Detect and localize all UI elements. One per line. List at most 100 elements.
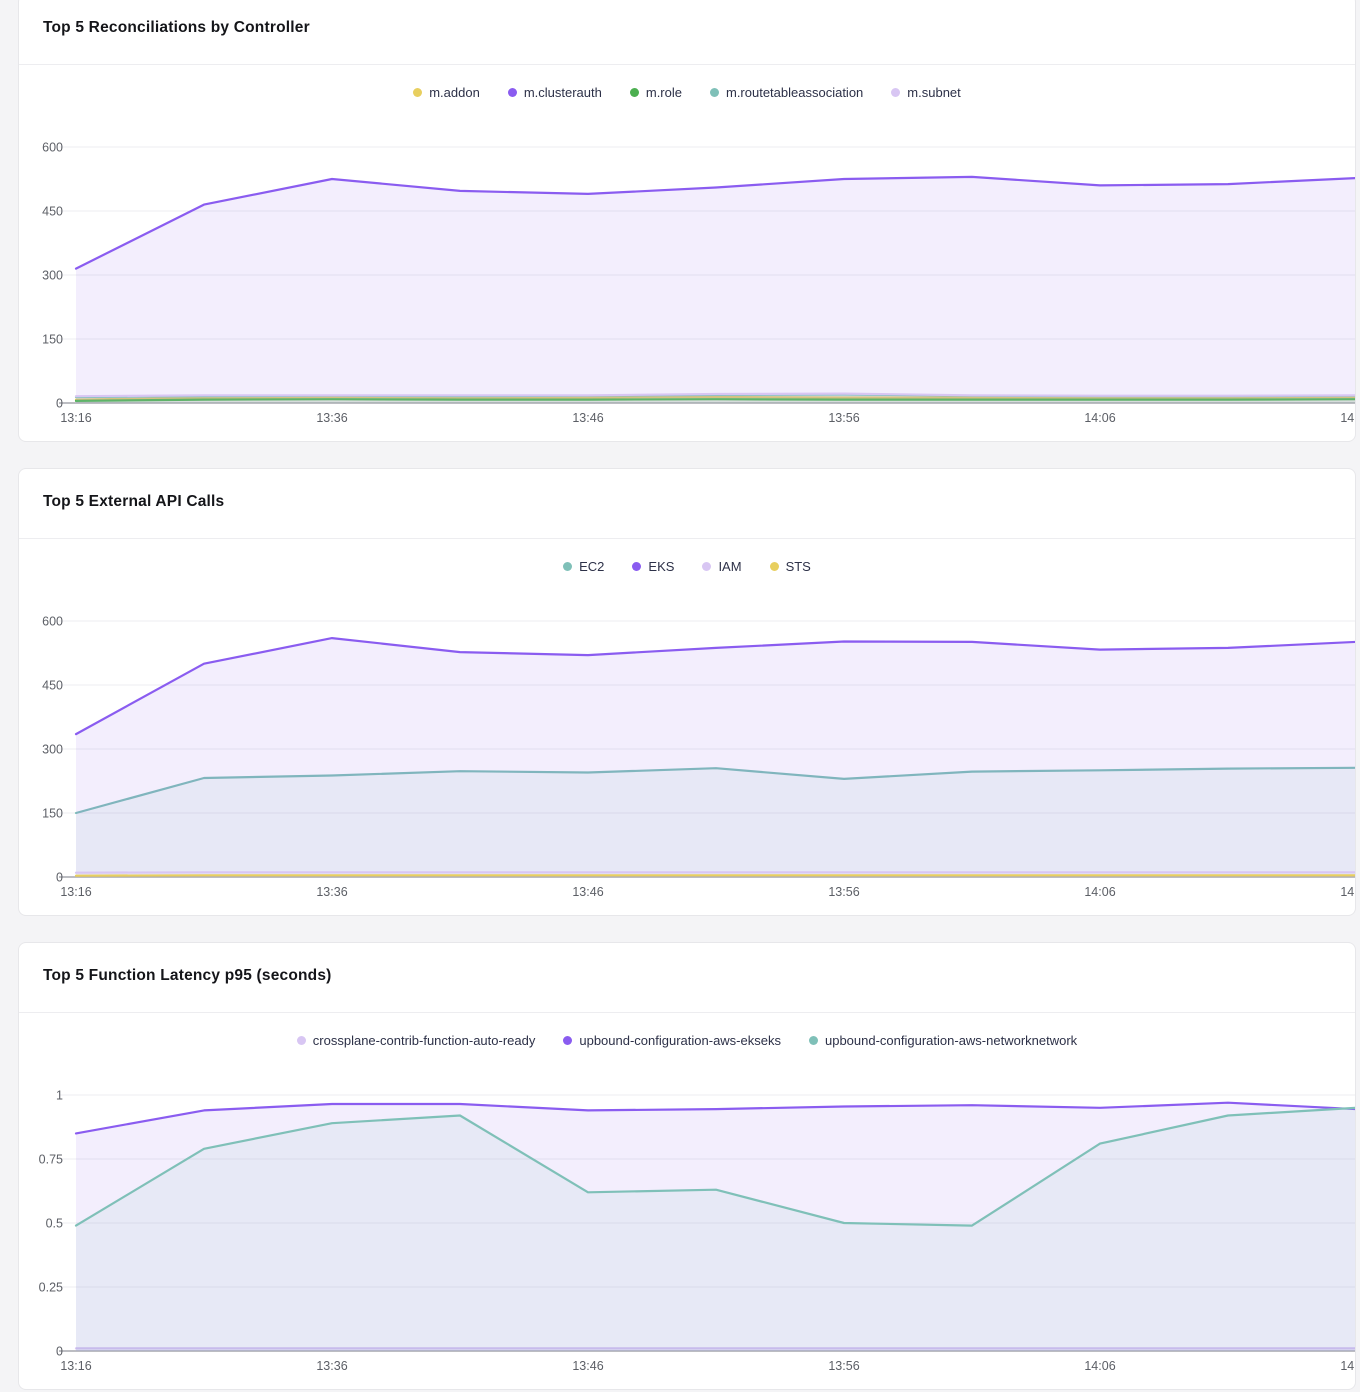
y-tick-label: 150 [42,807,63,821]
y-tick-label: 300 [42,743,63,757]
card-header: Top 5 External API Calls [19,469,1355,539]
y-tick-label: 0 [56,871,63,885]
legend-api-calls: EC2 EKS IAM STS [19,539,1355,589]
x-tick-label: 14:06 [1084,1359,1115,1373]
legend-dot-icon [808,1035,818,1045]
legend-item-EKS[interactable]: EKS [632,559,674,574]
legend-label: m.subnet [907,84,961,100]
y-tick-label: 600 [42,615,63,629]
card-header: Top 5 Function Latency p95 (seconds) [19,943,1355,1013]
x-tick-label: 13:16 [60,411,91,425]
legend-label: IAM [718,558,742,574]
x-tick-label: 14:16 [1340,885,1356,899]
x-tick-label: 14:06 [1084,885,1115,899]
series-line-EC2 [74,766,1355,815]
card-body: crossplane-contrib-function-auto-ready up… [19,1013,1355,1389]
card-header: Top 5 Reconciliations by Controller [19,0,1355,65]
legend-label: m.routetableassociation [725,84,864,100]
y-tick-label: 0.25 [39,1281,63,1295]
y-tick-label: 450 [42,205,63,219]
legend-label: upbound-configuration-aws-networknetwork [824,1032,1078,1048]
y-tick-label: 600 [42,141,63,155]
x-tick-label: 13:56 [828,1359,859,1373]
x-tick-label: 13:56 [828,411,859,425]
legend-dot-icon [702,561,712,571]
series-line-m.addon [74,395,1355,401]
series-area-upbound-configuration-aws-ekseks [76,1102,1355,1351]
y-tick-label: 0.75 [39,1153,63,1167]
chart-canvas-reconciliations[interactable]: 0 150 300 450 600 13:16 13:36 13:46 13:56 14:06 14… [19,115,1355,441]
legend-item-m.role[interactable]: m.role [629,84,682,100]
legend-item-m.subnet[interactable]: m.subnet [891,84,961,100]
legend-label: upbound-configuration-aws-ekseks [579,1032,781,1048]
chart-card-function-latency: Top 5 Function Latency p95 (seconds) cro… [18,942,1356,1390]
legend-label: EKS [648,558,675,574]
chart-card-reconciliations: Top 5 Reconciliations by Controller m.ad… [18,0,1356,442]
card-body: EC2 EKS IAM STS 0 150 300 450 600 13:16 13:36 13:4… [19,539,1355,915]
legend-item-m.addon[interactable]: m.addon [413,85,480,100]
legend-label: m.addon [429,84,480,100]
x-tick-label: 13:46 [572,411,603,425]
series-line-upbound-configuration-aws-ekseks [74,1101,1355,1135]
x-tick-label: 13:46 [572,1359,603,1373]
y-tick-label: 1 [56,1089,63,1103]
legend-dot-icon [632,561,642,571]
x-tick-label: 14:16 [1340,411,1356,425]
legend-label: EC2 [579,558,605,574]
x-tick-label: 13:36 [316,411,347,425]
page-title-reconciliations: Top 5 Reconciliations by Controller [43,19,310,36]
x-tick-label: 13:16 [60,885,91,899]
legend-label: STS [785,558,811,574]
legend-dot-icon [296,1035,306,1045]
x-tick-label: 13:16 [60,1359,91,1373]
legend-dot-icon [563,1035,573,1045]
series-area-m.clusterauth [76,176,1355,403]
x-tick-label: 14:16 [1340,1359,1356,1373]
legend-reconciliations: m.addon m.clusterauth m.role m.routetableas… [19,65,1355,115]
legend-dot-icon [629,87,639,97]
series-line-m.clusterauth [74,175,1355,270]
legend-item-IAM[interactable]: IAM [702,558,742,574]
x-tick-label: 14:06 [1084,411,1115,425]
legend-label: m.clusterauth [523,84,602,100]
x-tick-label: 13:36 [316,1359,347,1373]
legend-item-m.routetableassociation[interactable]: m.routetableassociation [709,84,864,100]
legend-dot-icon [891,87,901,97]
y-tick-label: 0.5 [46,1217,63,1231]
series-area-EC2 [76,767,1355,877]
series-area-upbound-configuration-aws-networknetwork [76,1107,1355,1351]
series-line-m.role [74,398,1355,402]
card-body: m.addon m.clusterauth m.role m.routetableas… [19,65,1355,441]
legend-item-upbound-configuration-aws-networknetwork[interactable]: upbound-configuration-aws-networknetwork [808,1032,1078,1048]
legend-item-m.clusterauth[interactable]: m.clusterauth [507,84,602,100]
y-tick-label: 300 [42,269,63,283]
x-tick-label: 13:56 [828,885,859,899]
series-area-EKS [76,638,1355,877]
y-tick-label: 450 [42,679,63,693]
y-tick-label: 0 [56,1345,63,1359]
legend-label: crossplane-contrib-function-auto-ready [312,1032,536,1048]
y-tick-label: 0 [56,397,63,411]
y-tick-label: 150 [42,333,63,347]
page-title-function-latency: Top 5 Function Latency p95 (seconds) [43,967,332,984]
legend-item-STS[interactable]: STS [769,558,811,574]
chart-canvas-api-calls[interactable]: 0 150 300 450 600 13:16 13:36 13:46 13:56 14:06 14… [19,589,1355,915]
series-line-EKS [74,636,1355,736]
x-tick-label: 13:46 [572,885,603,899]
legend-item-upbound-configuration-aws-ekseks[interactable]: upbound-configuration-aws-ekseks [563,1033,781,1048]
legend-dot-icon [413,87,423,97]
legend-function-latency: crossplane-contrib-function-auto-ready up… [19,1013,1355,1063]
legend-item-EC2[interactable]: EC2 [563,559,604,574]
page-title-api-calls: Top 5 External API Calls [43,493,225,510]
legend-dot-icon [507,87,517,97]
series-line-upbound-configuration-aws-networknetwork [74,1106,1355,1227]
legend-dot-icon [563,561,573,571]
series-line-m.subnet [74,392,1355,398]
legend-item-crossplane-contrib-function-auto-ready[interactable]: crossplane-contrib-function-auto-ready [296,1032,536,1048]
legend-dot-icon [709,87,719,97]
chart-canvas-function-latency[interactable]: 0 0.25 0.5 0.75 1 13:16 13:36 13:46 13:56 14:06 14… [19,1063,1355,1389]
legend-label: m.role [645,84,682,100]
legend-dot-icon [769,561,779,571]
